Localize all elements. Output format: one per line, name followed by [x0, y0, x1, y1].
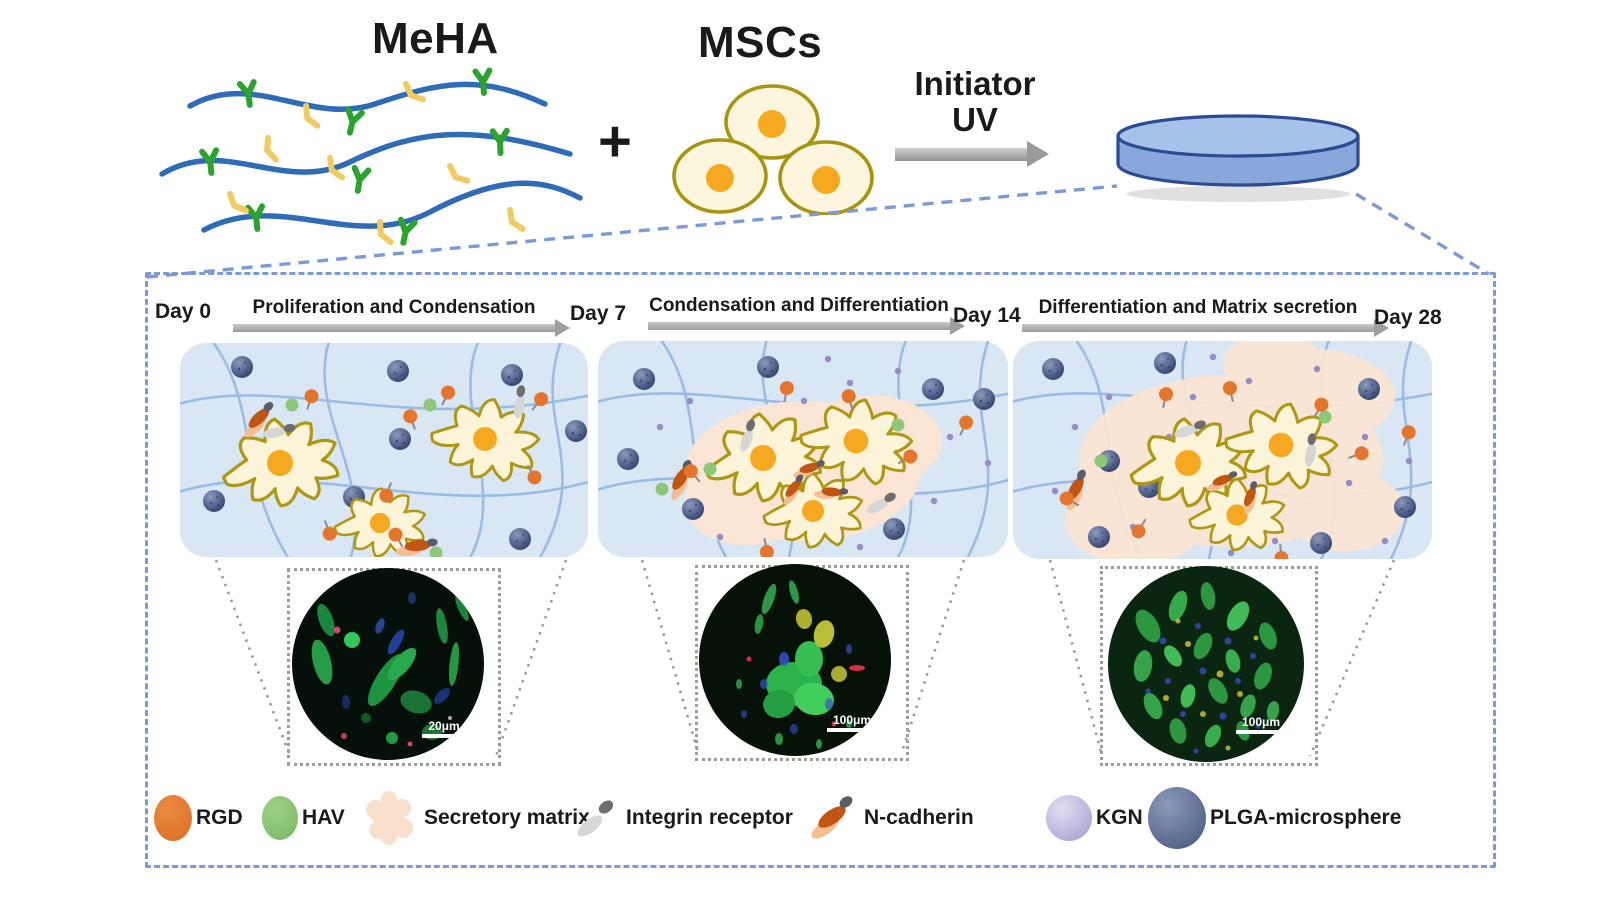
plga-microsphere-icon [1148, 787, 1206, 849]
scale-bar-2-label: 100μm [832, 713, 872, 727]
reaction-arrow [895, 141, 1049, 167]
timeline-phase-3: Differentiation and Matrix secretion [1022, 297, 1389, 337]
micrograph-day7: 20μm [292, 568, 484, 760]
scale-bar-3: 100μm [1236, 715, 1286, 734]
phase-2-label: Condensation and Differentiation [649, 295, 949, 316]
uv-line: UV [952, 101, 998, 138]
legend-item-plga-microsphere: PLGA-microsphere [1148, 787, 1402, 849]
hydrogel-panel-day0 [174, 337, 593, 573]
legend-item-kgn: KGN [1046, 788, 1143, 848]
scale-bar-3-line [1236, 730, 1286, 734]
scale-bar-3-label: 100μm [1241, 715, 1281, 729]
hav-dot-icon [262, 796, 298, 840]
micrograph-day14: 100μm [699, 564, 891, 756]
timeline-day-28: Day 28 [1374, 306, 1442, 329]
legend-label-integrin-receptor: Integrin receptor [626, 806, 793, 829]
legend-label-kgn: KGN [1096, 806, 1143, 829]
initiator-line: Initiator [914, 65, 1036, 102]
integrin-receptor-pin-icon [577, 800, 614, 837]
scale-bar-2: 100μm [827, 713, 877, 732]
mscs-cells-art [672, 84, 874, 215]
panel-2-scene [592, 335, 1013, 562]
rgd-dot-icon [154, 795, 192, 841]
timeline-phase-1: Proliferation and Condensation [233, 297, 570, 337]
legend-item-integrin-receptor: Integrin receptor [570, 788, 793, 848]
culture-timeline-box [145, 272, 1496, 868]
mscs-title: MSCs [698, 18, 823, 67]
panel-3-scene [1007, 333, 1437, 567]
phase-3-label: Differentiation and Matrix secretion [1038, 297, 1358, 318]
n-cadherin-pin-icon [811, 796, 853, 839]
hydrogel-panel-day7 [592, 335, 1013, 562]
timeline-phase-2: Condensation and Differentiation [648, 295, 965, 335]
legend-label-rgd: RGD [196, 806, 243, 829]
scale-bar-1: 20μm [422, 719, 466, 738]
legend-label-hav: HAV [302, 806, 345, 829]
meha-polymer-art [159, 62, 583, 254]
scale-bar-1-line [422, 734, 466, 738]
phase-3-arrow [1022, 319, 1389, 337]
legend-item-rgd: RGD [154, 788, 243, 848]
timeline-day-7: Day 7 [570, 302, 627, 325]
legend-item-secretory-matrix: Secretory matrix [358, 788, 590, 848]
kgn-sphere-icon [1046, 795, 1092, 841]
legend-label-n-cadherin: N-cadherin [864, 806, 974, 829]
secretory-matrix-blob-icon [366, 791, 413, 845]
timeline-day-14: Day 14 [953, 304, 1021, 327]
hydrogel-panel-day14 [1007, 333, 1437, 567]
phase-1-arrow [233, 319, 570, 337]
hydrogel-disc [1116, 114, 1360, 202]
legend-label-plga-microsphere: PLGA-microsphere [1210, 806, 1402, 829]
legend-item-n-cadherin: N-cadherin [806, 788, 974, 848]
initiator-uv-label: Initiator UV [890, 66, 1060, 138]
scale-bar-1-label: 20μm [428, 719, 460, 733]
scale-bar-2-line [827, 728, 877, 732]
meha-title: MeHA [372, 14, 499, 63]
phase-2-arrow [648, 317, 965, 335]
timeline-day-0: Day 0 [155, 300, 212, 323]
panel-1-scene [174, 337, 593, 573]
legend-label-secretory-matrix: Secretory matrix [424, 806, 590, 829]
plus-sign: + [598, 109, 632, 174]
micrograph-day28: 100μm [1108, 566, 1304, 762]
phase-1-label: Proliferation and Condensation [252, 297, 536, 318]
legend-item-hav: HAV [262, 788, 345, 848]
